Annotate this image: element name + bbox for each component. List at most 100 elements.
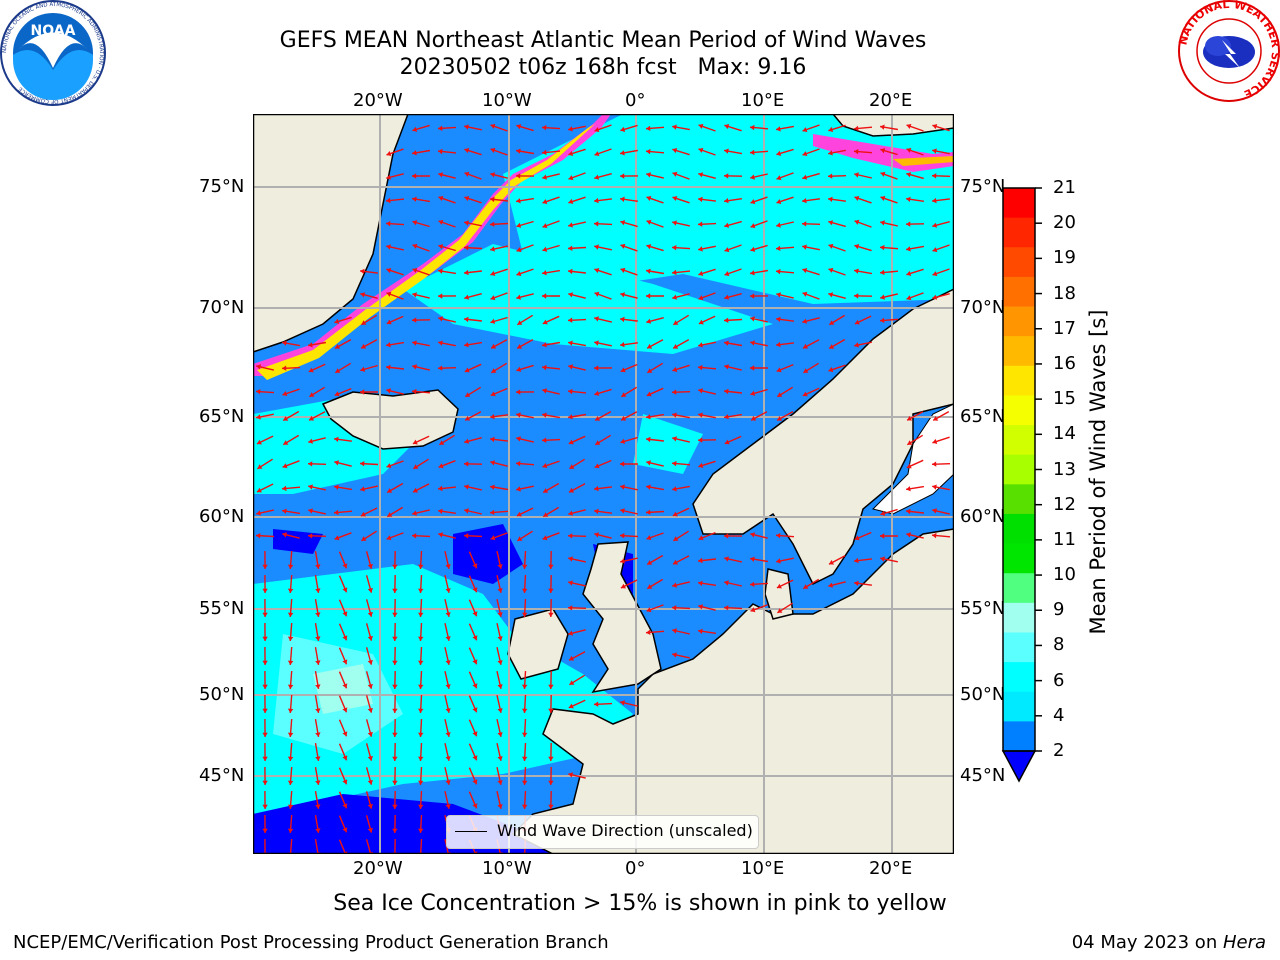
wind-wave-arrow-head bbox=[906, 172, 912, 178]
wind-wave-arrow-head bbox=[568, 556, 573, 562]
colorbar-tick-label: 19 bbox=[1053, 247, 1076, 269]
wind-wave-arrow-head bbox=[445, 732, 451, 737]
noaa-logo: NATIONAL OCEANIC AND ATMOSPHERIC ADMINIS… bbox=[0, 0, 106, 106]
wind-wave-arrow-head bbox=[256, 510, 261, 516]
wind-wave-arrow-head bbox=[620, 196, 625, 202]
wind-wave-arrow-head bbox=[620, 700, 625, 706]
wind-wave-arrow-head bbox=[880, 533, 885, 539]
wind-wave-arrow-head bbox=[412, 439, 418, 445]
wind-wave-arrow-head bbox=[490, 391, 496, 397]
wind-wave-arrow-head bbox=[594, 244, 599, 250]
wind-wave-arrow-head bbox=[880, 269, 885, 276]
wind-wave-arrow-head bbox=[464, 245, 469, 251]
wind-wave-arrow-head bbox=[392, 756, 398, 761]
wind-wave-arrow-head bbox=[315, 828, 321, 833]
wind-wave-arrow-head bbox=[724, 364, 729, 370]
wind-wave-arrow-head bbox=[880, 195, 886, 201]
wind-wave-arrow-head bbox=[334, 391, 340, 397]
wind-wave-arrow-head bbox=[802, 198, 807, 204]
colorbar-segment bbox=[1003, 691, 1035, 722]
wind-wave-arrow-head bbox=[932, 173, 937, 179]
wind-wave-arrow-head bbox=[906, 486, 911, 492]
wind-wave-arrow-head bbox=[342, 563, 348, 569]
wind-wave-arrow-head bbox=[646, 391, 652, 397]
wind-wave-arrow-head bbox=[287, 636, 294, 641]
wind-wave-arrow-head bbox=[802, 221, 807, 227]
wind-wave-arrow-head bbox=[386, 174, 391, 180]
wind-wave-arrow-head bbox=[698, 295, 704, 301]
wind-wave-arrow-head bbox=[392, 612, 398, 617]
wind-wave-arrow-head bbox=[522, 780, 528, 785]
wind-wave-arrow-head bbox=[412, 196, 417, 202]
lat-label-left-60n: 60°N bbox=[199, 506, 245, 527]
wind-wave-arrow-head bbox=[438, 219, 444, 225]
colorbar-segment bbox=[1003, 484, 1035, 515]
wind-wave-arrow-head bbox=[568, 268, 573, 275]
wind-wave-arrow-head bbox=[522, 708, 528, 713]
wind-wave-arrow-head bbox=[548, 804, 554, 809]
wind-wave-arrow-head bbox=[542, 412, 547, 418]
wind-wave-arrow-head bbox=[360, 366, 366, 372]
wind-wave-arrow-head bbox=[698, 221, 703, 227]
wind-wave-arrow-head bbox=[464, 316, 469, 323]
wind-wave-arrow-head bbox=[880, 220, 885, 226]
wind-wave-arrow-head bbox=[542, 199, 548, 205]
wind-wave-arrow-head bbox=[698, 270, 704, 276]
wind-wave-arrow-head bbox=[751, 415, 757, 421]
wind-wave-arrow-head bbox=[497, 804, 503, 809]
wind-wave-arrow-head bbox=[750, 174, 755, 180]
wind-wave-arrow-head bbox=[542, 388, 547, 394]
wind-wave-arrow-head bbox=[672, 389, 677, 395]
wind-wave-arrow-head bbox=[445, 636, 451, 641]
wind-wave-arrow-head bbox=[698, 246, 703, 252]
colorbar-segment bbox=[1003, 543, 1035, 574]
wind-wave-arrow-head bbox=[854, 319, 860, 325]
wind-wave-arrow-head bbox=[932, 222, 938, 228]
wind-wave-arrow-head bbox=[750, 340, 755, 346]
wind-wave-arrow-head bbox=[262, 564, 268, 569]
wind-wave-arrow-head bbox=[342, 731, 348, 737]
sea-ice-caption: Sea Ice Concentration > 15% is shown in … bbox=[333, 891, 947, 916]
wind-wave-arrow-head bbox=[334, 318, 340, 324]
lon-label-top-20w: 20°W bbox=[353, 90, 403, 111]
wind-wave-arrow-head bbox=[672, 220, 677, 226]
wind-wave-arrow-head bbox=[906, 463, 912, 469]
wind-wave-arrow-head bbox=[828, 126, 834, 132]
wind-wave-arrow-head bbox=[548, 708, 554, 713]
wind-wave-arrow-head bbox=[490, 172, 495, 178]
wind-wave-arrow-head bbox=[392, 780, 398, 785]
wind-wave-arrow-head bbox=[464, 294, 470, 300]
wind-wave-arrow-head bbox=[439, 440, 445, 445]
wind-wave-arrow-head bbox=[724, 222, 730, 228]
wind-wave-arrow-head bbox=[418, 756, 424, 761]
wind-wave-arrow-head bbox=[516, 222, 522, 228]
wind-wave-arrow-head bbox=[854, 125, 859, 132]
wind-wave-arrow-head bbox=[568, 150, 574, 156]
wind-wave-arrow-head bbox=[418, 660, 424, 665]
wind-wave-arrow-head bbox=[360, 292, 366, 298]
colorbar-tick-label: 11 bbox=[1053, 528, 1076, 550]
wind-wave-arrow-head bbox=[854, 219, 860, 225]
wind-wave-arrow-head bbox=[568, 292, 573, 298]
map-frame bbox=[253, 114, 954, 854]
wind-wave-arrow-head bbox=[672, 269, 677, 276]
colorbar-tick-label: 6 bbox=[1053, 669, 1065, 691]
wind-wave-arrow-head bbox=[282, 485, 287, 492]
wind-wave-arrow-head bbox=[418, 828, 424, 833]
wind-wave-arrow-head bbox=[568, 605, 573, 611]
wind-wave-arrow-head bbox=[776, 245, 781, 251]
wind-wave-arrow-head bbox=[445, 612, 451, 617]
wind-wave-arrow-head bbox=[802, 318, 807, 324]
footer-machine: Hera bbox=[1222, 932, 1266, 953]
wind-wave-arrow-head bbox=[262, 660, 268, 665]
wind-wave-arrow-head bbox=[418, 612, 424, 617]
wind-wave-arrow-head bbox=[542, 535, 548, 541]
wind-wave-arrow-head bbox=[620, 367, 626, 373]
wind-wave-arrow-head bbox=[412, 292, 417, 298]
wind-wave-arrow-head bbox=[412, 388, 417, 395]
wind-wave-arrow-head bbox=[802, 291, 808, 297]
wind-wave-arrow-head bbox=[413, 464, 419, 469]
colorbar-segment bbox=[1003, 573, 1035, 604]
wind-wave-arrow-head bbox=[907, 440, 913, 445]
wind-wave-arrow-head bbox=[595, 440, 601, 445]
